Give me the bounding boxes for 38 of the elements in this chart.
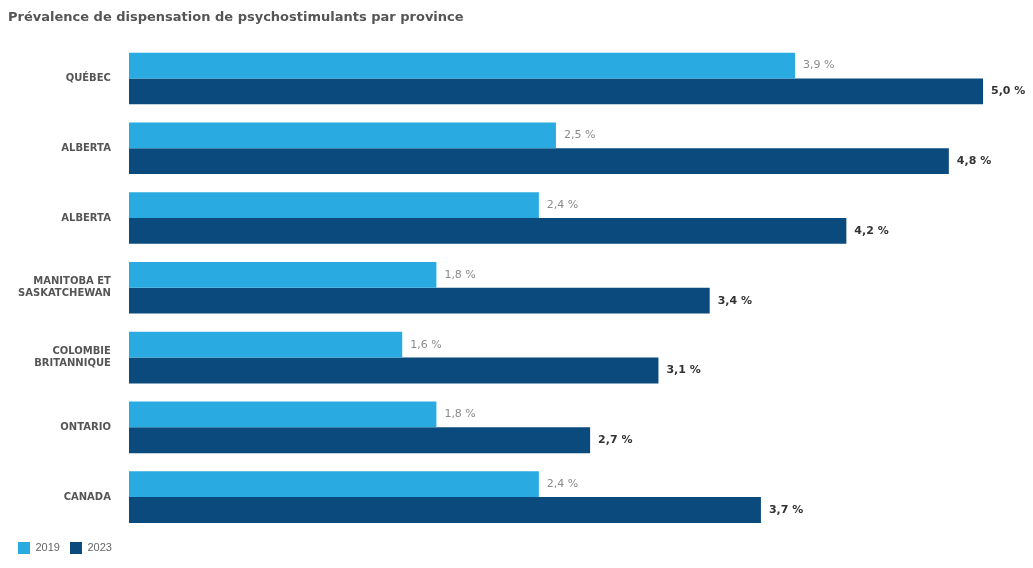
legend-label: 2019 — [35, 541, 60, 554]
bar — [128, 52, 796, 79]
bar — [128, 427, 591, 454]
data-label: 2,5 % — [563, 128, 596, 142]
data-label: 3,9 % — [803, 58, 835, 72]
legend-label: 2023 — [87, 541, 112, 554]
data-label: 1,6 % — [410, 337, 442, 351]
data-label: 1,8 % — [444, 267, 476, 281]
y-tick-label: ALBERTA — [61, 141, 112, 153]
data-label: 4,2 % — [854, 223, 889, 237]
bar — [128, 218, 847, 244]
data-label: 2,7 % — [598, 433, 633, 447]
data-label: 3,4 % — [717, 293, 753, 307]
data-label: 2,4 % — [546, 197, 579, 211]
y-tick-label: COLOMBIE BRITANNIQUE — [34, 345, 112, 369]
bar — [128, 192, 539, 219]
bar — [128, 401, 437, 428]
y-tick-label: ALBERTA — [61, 211, 112, 223]
bar — [128, 148, 949, 175]
data-label: 3,1 % — [666, 363, 701, 377]
y-tick-label: ONTARIO — [60, 420, 111, 432]
data-label: 1,8 % — [444, 407, 476, 421]
data-label: 5,0 % — [991, 84, 1026, 98]
data-label: 2,4 % — [546, 477, 579, 491]
bar — [128, 357, 659, 384]
bar — [128, 287, 710, 314]
bar — [128, 471, 539, 498]
y-tick-label: MANITOBA ET SASKATCHEWAN — [18, 275, 112, 299]
bar — [128, 261, 437, 288]
bar — [128, 331, 403, 358]
bar — [128, 78, 983, 105]
bar — [128, 497, 761, 523]
data-label: 3,7 % — [768, 502, 804, 516]
data-label: 4,8 % — [956, 154, 992, 168]
y-tick-label: CANADA — [63, 490, 112, 502]
y-tick-label: QUÉBEC — [65, 71, 111, 84]
chart-title: Prévalence de dispensation de psychostimulants par province — [8, 9, 464, 25]
bar — [128, 122, 556, 149]
